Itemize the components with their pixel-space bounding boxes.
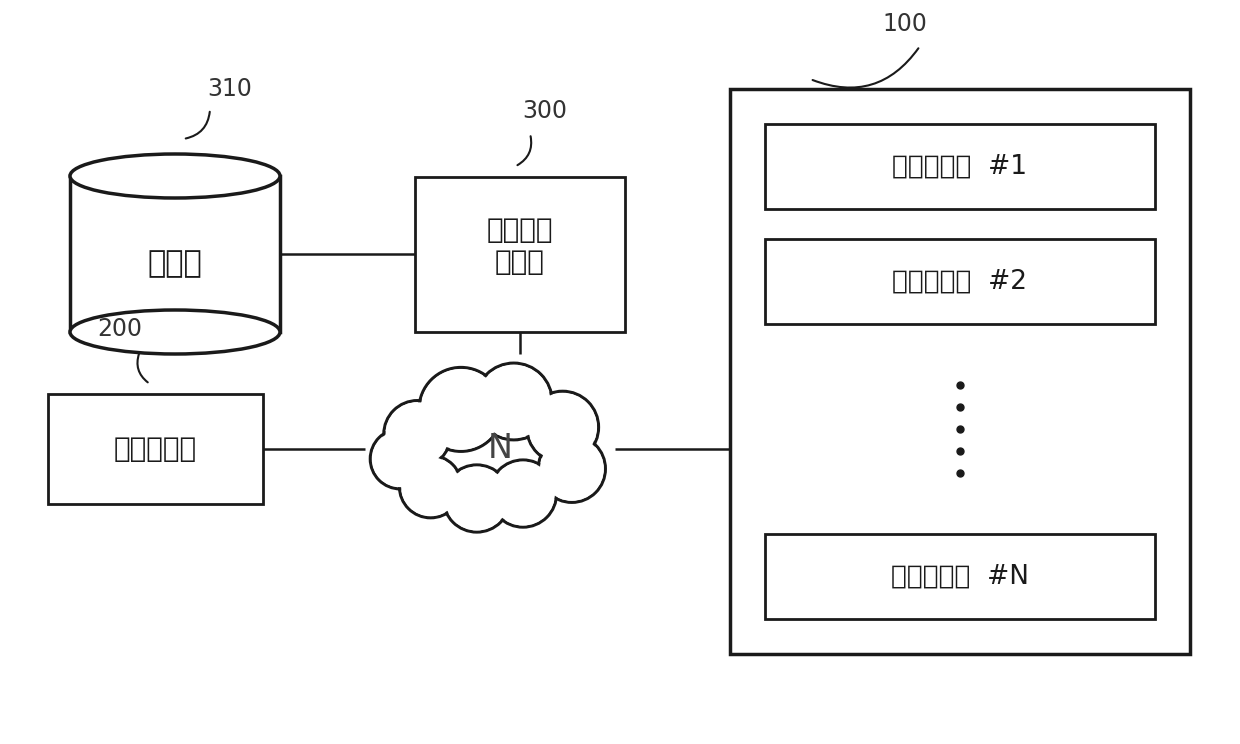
Bar — [415, 176, 625, 332]
Bar — [765, 239, 1154, 324]
Circle shape — [372, 431, 429, 487]
Circle shape — [538, 435, 605, 502]
Text: 100: 100 — [883, 12, 928, 36]
Circle shape — [399, 455, 461, 518]
Circle shape — [475, 363, 552, 440]
Circle shape — [420, 369, 501, 449]
Circle shape — [539, 437, 604, 501]
Text: 310: 310 — [207, 77, 253, 101]
Text: 200: 200 — [98, 317, 143, 341]
Circle shape — [386, 403, 449, 466]
Circle shape — [443, 465, 511, 532]
Circle shape — [477, 365, 551, 438]
Text: 管理员终端: 管理员终端 — [113, 435, 197, 463]
Circle shape — [490, 460, 557, 527]
Ellipse shape — [69, 310, 280, 354]
Text: 物联网锅炉  #2: 物联网锅炉 #2 — [893, 269, 1028, 295]
Text: N: N — [487, 432, 512, 466]
Circle shape — [384, 400, 451, 468]
Circle shape — [491, 462, 554, 525]
Text: 数据库: 数据库 — [148, 249, 202, 278]
Bar — [730, 89, 1190, 654]
Circle shape — [528, 393, 596, 461]
Text: 300: 300 — [522, 100, 568, 124]
Text: 物联网锅炉  #N: 物联网锅炉 #N — [892, 563, 1029, 589]
Bar — [47, 394, 263, 504]
Circle shape — [445, 466, 508, 530]
Text: 物联网锅炉  #1: 物联网锅炉 #1 — [893, 153, 1028, 179]
Bar — [69, 176, 280, 332]
Circle shape — [419, 368, 503, 452]
Circle shape — [402, 457, 460, 516]
Bar — [765, 124, 1154, 209]
Ellipse shape — [69, 154, 280, 198]
Bar — [765, 534, 1154, 619]
Circle shape — [527, 391, 599, 464]
Circle shape — [371, 429, 430, 489]
Text: 中央管理
服务器: 中央管理 服务器 — [487, 216, 553, 276]
